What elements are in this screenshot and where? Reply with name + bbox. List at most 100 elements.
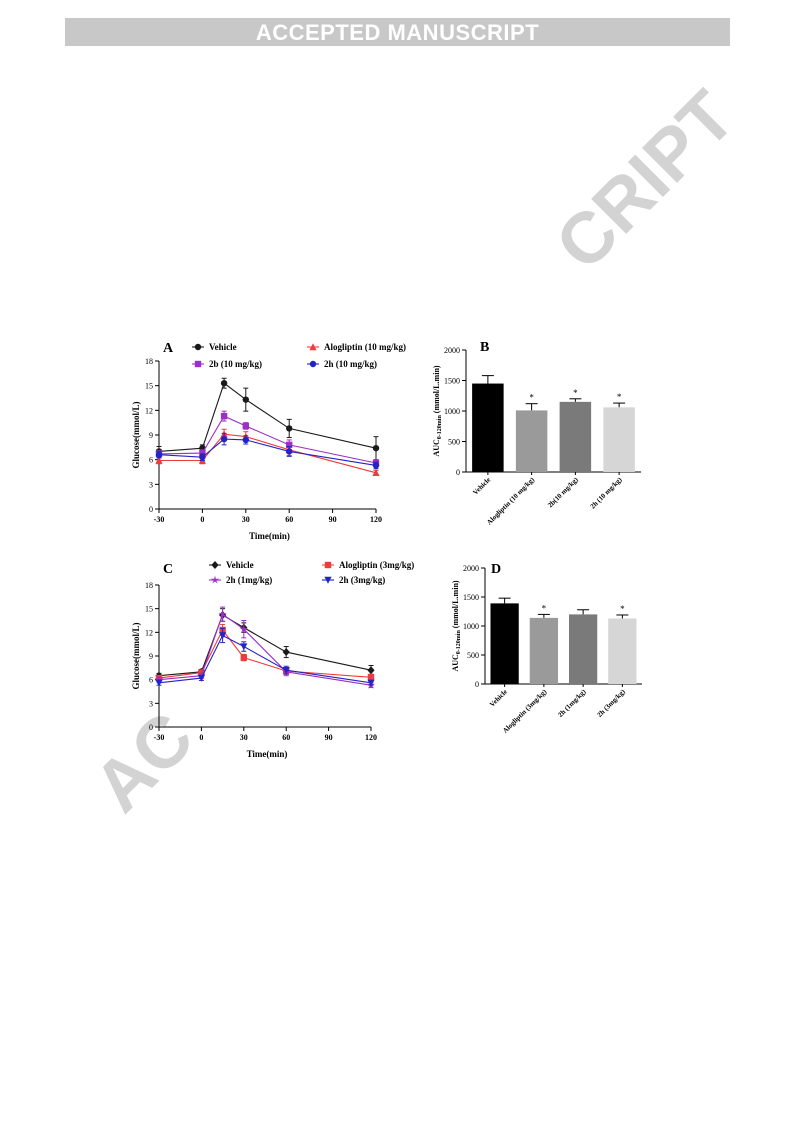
legend-marker (324, 576, 332, 584)
y-tick-label: 1000 (444, 407, 460, 416)
y-tick-label: 500 (448, 438, 460, 447)
data-point (367, 674, 375, 681)
y-axis-label-unit: (mmol/L.min) (451, 580, 460, 630)
legend-marker (194, 360, 202, 368)
legend-entry: Alogliptin (3mg/kg) (322, 560, 414, 570)
legend-label: 2h (1mg/kg) (226, 575, 272, 585)
y-axis-label-unit: (mmol/L.min) (432, 365, 441, 415)
data-point (372, 462, 380, 469)
bar-group: 2h (1mg/kg) (556, 609, 598, 719)
legend-entry: Alogliptin (10 mg/kg) (307, 342, 406, 352)
series-line (158, 613, 372, 686)
legend-marker (309, 343, 317, 351)
y-tick-label: 1500 (463, 593, 479, 602)
y-axis-label: AUC0-120min (mmol/L.min) (451, 580, 462, 671)
series-3 (155, 432, 380, 470)
x-axis-label: Time(min) (249, 531, 290, 541)
y-tick-label: 2000 (463, 564, 479, 573)
x-tick-label: 30 (240, 733, 248, 742)
data-point (154, 675, 164, 684)
data-point (367, 679, 375, 687)
series-line (158, 438, 377, 466)
legend-entry: Vehicle (209, 560, 254, 570)
legend-label: 2b (10 mg/kg) (209, 359, 262, 369)
y-tick-label: 0 (475, 680, 479, 689)
y-axis-label-sub: 0-120min (437, 415, 443, 440)
y-tick-label: 15 (145, 382, 153, 391)
y-tick-label: 12 (145, 406, 153, 415)
series-line (158, 614, 372, 677)
x-axis-label: Time(min) (247, 749, 288, 759)
legend-label: 2h (10 mg/kg) (324, 359, 377, 369)
data-point (155, 679, 163, 687)
data-point (286, 425, 293, 432)
panel-label: B (480, 340, 489, 355)
data-point (286, 441, 293, 449)
data-point (240, 654, 247, 661)
legend-label: Vehicle (226, 560, 254, 570)
legend-marker (211, 561, 219, 569)
data-point (242, 436, 249, 444)
y-axis-label-main: AUC (432, 439, 441, 457)
bar (515, 410, 548, 472)
y-tick-label: 1000 (463, 622, 479, 631)
data-point (372, 444, 380, 452)
series-1 (155, 428, 380, 477)
accepted-manuscript-banner: ACCEPTED MANUSCRIPT (65, 18, 730, 46)
significance-mark: * (620, 604, 625, 614)
data-point (240, 643, 248, 651)
category-label: Vehicle (471, 476, 492, 497)
legend-marker (194, 343, 202, 351)
y-tick-label: 500 (467, 651, 479, 660)
data-point (220, 412, 228, 420)
data-point (220, 380, 228, 387)
bar (472, 383, 504, 472)
x-tick-label: 0 (199, 733, 203, 742)
data-point (239, 624, 248, 633)
y-tick-label: 6 (149, 676, 153, 685)
y-tick-label: 12 (145, 628, 153, 637)
series-line (158, 415, 377, 464)
legend-marker (210, 575, 220, 584)
series-0 (155, 608, 375, 680)
data-point (282, 667, 290, 674)
bar-group: Vehicle (488, 597, 519, 709)
y-tick-label: 0 (149, 505, 153, 514)
data-point (155, 456, 163, 464)
category-label: Vehicle (488, 688, 509, 709)
x-tick-label: 60 (285, 515, 293, 524)
category-label: Alogliptin (10 mg/kg) (485, 475, 536, 526)
panel-label: C (163, 562, 173, 577)
legend-label: 2h (3mg/kg) (339, 575, 385, 585)
category-label: 2h (10 mg/kg) (589, 475, 624, 510)
panel-label: A (163, 341, 174, 356)
panel-d: D 0 500 1000 1500 2000 Vehicle * Alogliptin (3mg… (451, 562, 642, 735)
bar (490, 603, 519, 684)
y-tick-label: 2000 (444, 346, 460, 355)
significance-mark: * (573, 388, 578, 398)
series-0 (155, 377, 380, 461)
series-3 (155, 627, 375, 687)
y-axis-label-sub: 0-120min (456, 630, 462, 655)
series-2 (154, 606, 376, 689)
legend-label: Alogliptin (10 mg/kg) (324, 342, 406, 352)
data-point (372, 469, 380, 477)
y-tick-label: 3 (149, 699, 153, 708)
bar-group: * 2b(10 mg/kg) (546, 388, 592, 509)
category-label: 2h (3mg/kg) (596, 687, 628, 719)
legend-entry: 2b (10 mg/kg) (192, 359, 262, 369)
bar (608, 618, 637, 684)
legend-label: Vehicle (209, 342, 237, 352)
x-tick-label: 90 (325, 733, 333, 742)
data-point (199, 449, 206, 457)
banner-text: ACCEPTED MANUSCRIPT (255, 20, 540, 45)
significance-mark: * (617, 392, 622, 402)
data-point (242, 396, 249, 403)
series-line (158, 628, 372, 679)
data-point (286, 448, 293, 455)
data-point (155, 451, 163, 458)
y-tick-label: 9 (149, 652, 153, 661)
y-axis-label: Glucose(mmol/L) (131, 623, 141, 690)
